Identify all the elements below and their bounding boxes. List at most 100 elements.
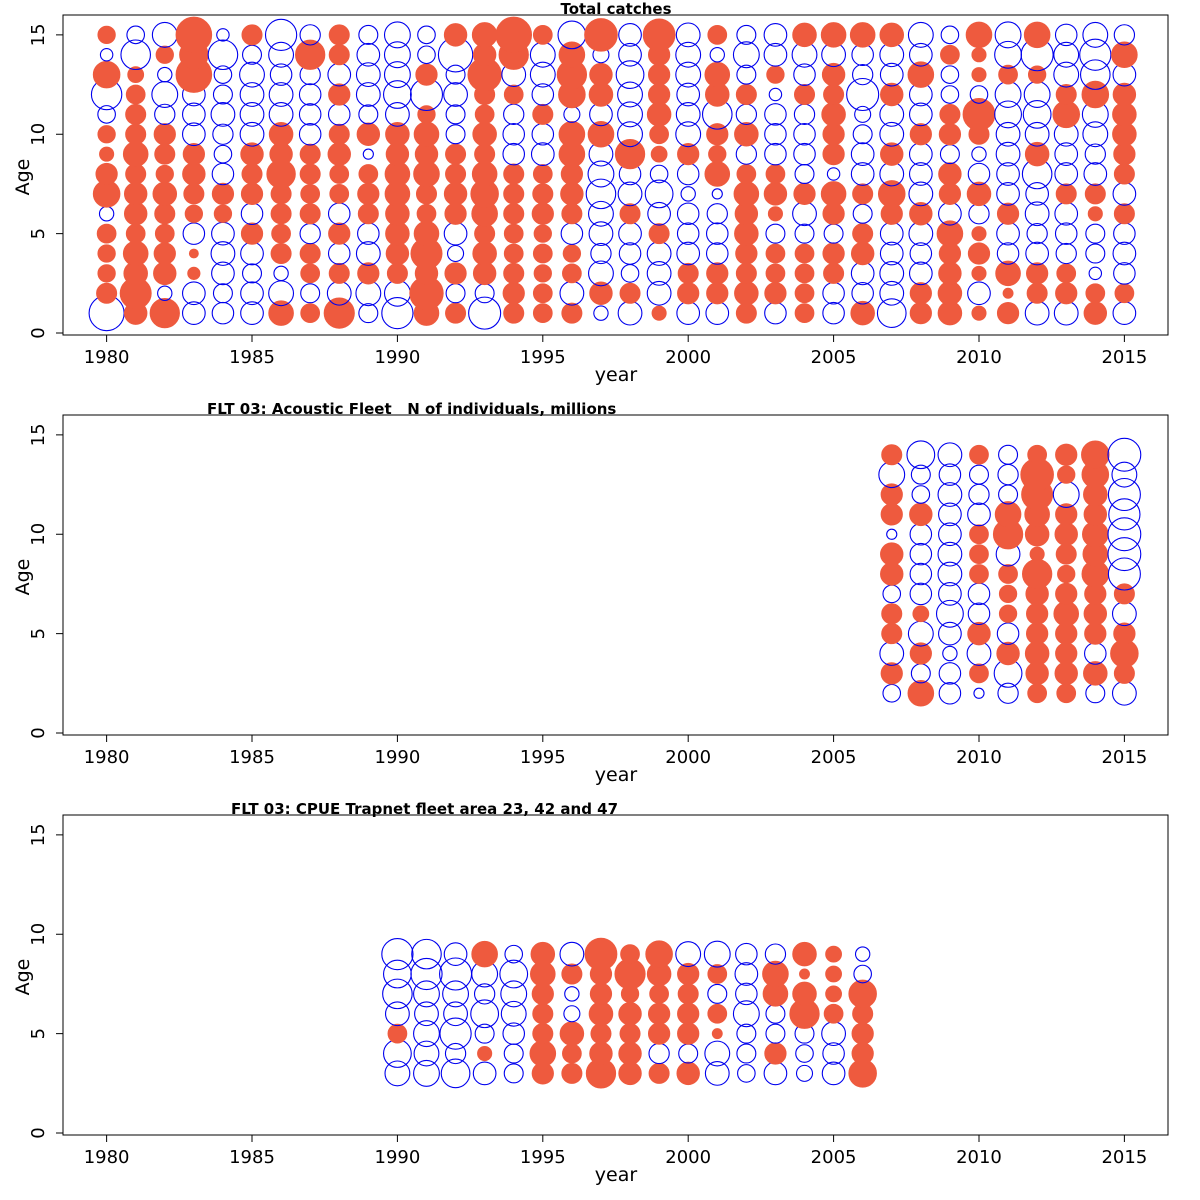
negative-residual-bubble [994, 81, 1022, 108]
positive-residual-bubble [1021, 558, 1053, 590]
negative-residual-bubble [973, 687, 985, 699]
positive-residual-bubble [880, 142, 904, 166]
positive-residual-bubble [1087, 206, 1103, 222]
negative-residual-bubble [937, 442, 963, 468]
positive-residual-bubble [503, 203, 525, 225]
positive-residual-bubble [240, 142, 264, 166]
negative-residual-bubble [765, 1003, 786, 1024]
positive-residual-bubble [647, 83, 671, 106]
positive-residual-bubble [1055, 642, 1078, 665]
positive-residual-bubble [97, 264, 116, 283]
negative-residual-bubble [618, 221, 642, 246]
positive-residual-bubble [1055, 83, 1077, 106]
negative-residual-bubble [793, 122, 816, 146]
positive-residual-bubble [1055, 503, 1078, 526]
positive-residual-bubble [1055, 582, 1078, 606]
positive-residual-bubble [881, 444, 903, 466]
positive-residual-bubble [880, 503, 903, 526]
negative-residual-bubble [240, 301, 264, 326]
negative-residual-bubble [413, 1020, 440, 1048]
positive-residual-bubble [938, 162, 962, 186]
positive-residual-bubble [590, 1023, 612, 1045]
negative-residual-bubble [212, 84, 233, 105]
negative-residual-bubble [239, 101, 265, 127]
positive-residual-bubble [996, 641, 1020, 666]
positive-residual-bubble [822, 142, 845, 166]
positive-residual-bubble [532, 103, 554, 125]
positive-residual-bubble [996, 302, 1020, 325]
negative-residual-bubble [996, 242, 1020, 265]
negative-residual-bubble [675, 61, 702, 88]
negative-residual-bubble [1107, 557, 1141, 591]
negative-residual-bubble [794, 163, 815, 185]
positive-residual-bubble [1053, 600, 1080, 627]
positive-residual-bubble [152, 181, 178, 207]
negative-residual-bubble [503, 1063, 524, 1084]
positive-residual-bubble [154, 203, 176, 225]
negative-residual-bubble [414, 1001, 439, 1027]
positive-residual-bubble [589, 62, 613, 87]
positive-residual-bubble [270, 203, 292, 225]
negative-residual-bubble [327, 242, 351, 265]
negative-residual-bubble [795, 1044, 814, 1063]
positive-residual-bubble [1081, 80, 1110, 109]
positive-residual-bubble [821, 102, 846, 127]
negative-residual-bubble [241, 44, 263, 65]
x-tick-label: 1980 [84, 747, 130, 768]
positive-residual-bubble [619, 282, 641, 304]
positive-residual-bubble [792, 22, 817, 48]
negative-residual-bubble [529, 41, 556, 68]
negative-residual-bubble [212, 123, 234, 145]
negative-residual-bubble [909, 242, 933, 265]
positive-residual-bubble [300, 263, 321, 284]
negative-residual-bubble [299, 24, 321, 46]
positive-residual-bubble [677, 1022, 700, 1045]
negative-residual-bubble [384, 1001, 410, 1027]
positive-residual-bubble [529, 1040, 557, 1067]
positive-residual-bubble [909, 202, 933, 226]
negative-residual-bubble [675, 41, 702, 68]
negative-residual-bubble [1053, 41, 1080, 68]
positive-residual-bubble [413, 220, 440, 247]
negative-residual-bubble [1088, 266, 1103, 281]
negative-residual-bubble [737, 1064, 756, 1083]
positive-residual-bubble [1002, 287, 1014, 299]
negative-residual-bubble [1113, 222, 1136, 245]
positive-residual-bubble [823, 262, 845, 284]
positive-residual-bubble [767, 206, 783, 222]
positive-residual-bubble [417, 105, 436, 124]
negative-residual-bubble [676, 82, 701, 107]
negative-residual-bubble [268, 41, 295, 68]
positive-residual-bubble [645, 940, 673, 968]
negative-residual-bubble [447, 244, 465, 263]
negative-residual-bubble [823, 223, 844, 244]
positive-residual-bubble [1084, 183, 1106, 205]
negative-residual-bubble [1111, 680, 1137, 706]
positive-residual-bubble [909, 642, 932, 665]
positive-residual-bubble [850, 241, 875, 266]
negative-residual-bubble [967, 502, 991, 527]
positive-residual-bubble [849, 22, 876, 48]
positive-residual-bubble [880, 562, 904, 586]
positive-residual-bubble [356, 122, 381, 146]
negative-residual-bubble [213, 65, 233, 84]
negative-residual-bubble [151, 21, 178, 48]
positive-residual-bubble [909, 302, 932, 325]
positive-residual-bubble [735, 302, 757, 324]
positive-residual-bubble [825, 945, 842, 963]
positive-residual-bubble [851, 1022, 874, 1045]
negative-residual-bubble [504, 944, 524, 964]
positive-residual-bubble [1026, 622, 1049, 645]
y-tick-label: 5 [28, 228, 49, 239]
x-tick-label: 2000 [665, 1147, 711, 1168]
negative-residual-bubble [939, 144, 960, 165]
y-axis-label: Age [12, 559, 34, 596]
positive-residual-bubble [677, 962, 700, 986]
negative-residual-bubble [445, 64, 466, 85]
positive-residual-bubble [708, 144, 727, 164]
positive-residual-bubble [907, 679, 935, 707]
negative-residual-bubble [588, 260, 614, 287]
x-tick-label: 1990 [375, 1147, 421, 1168]
positive-residual-bubble [881, 623, 903, 645]
negative-residual-bubble [269, 63, 293, 86]
